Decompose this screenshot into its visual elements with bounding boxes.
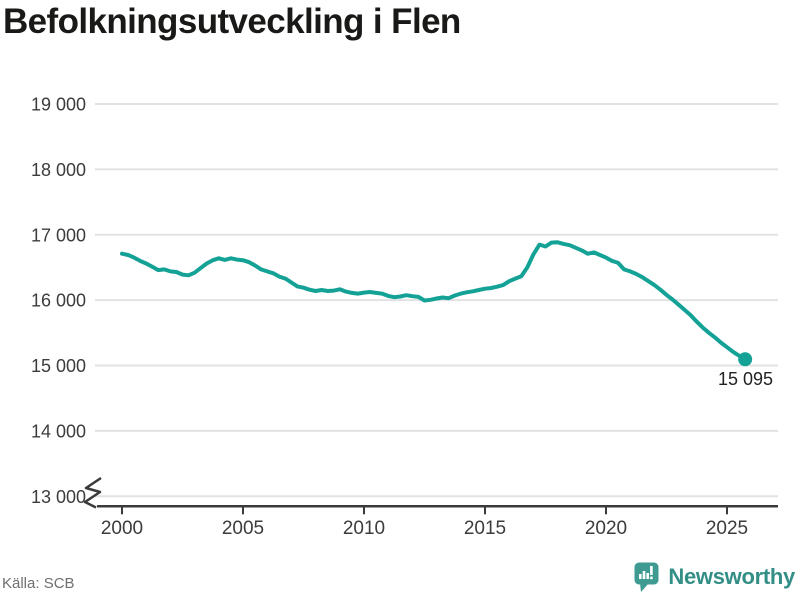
brand-logo: Newsworthy (633, 561, 795, 593)
y-axis-tick-label: 17 000 (31, 225, 86, 245)
x-axis-tick-label: 2025 (706, 518, 748, 539)
y-axis-tick-label: 16 000 (31, 291, 86, 311)
axis-break-icon (83, 476, 102, 509)
y-axis-tick-label: 13 000 (31, 487, 86, 507)
x-axis-tick-label: 2010 (343, 518, 385, 539)
brand-name: Newsworthy (668, 564, 795, 589)
newsworthy-bubble-chart-icon (634, 562, 659, 592)
x-axis-tick-label: 2015 (464, 518, 506, 539)
population-line-chart: 19 000 18 000 17 000 16 000 15 000 14 000 13 0… (31, 95, 778, 539)
end-point-marker (738, 352, 753, 367)
x-axis-tick-label: 2005 (222, 518, 264, 539)
x-axis-tick-label: 2000 (101, 518, 143, 539)
x-axis-tick-label: 2020 (585, 518, 627, 539)
y-axis-tick-label: 18 000 (31, 160, 86, 180)
y-axis-tick-label: 14 000 (31, 421, 86, 441)
end-point-value-label: 15 095 (718, 369, 773, 389)
population-line (120, 240, 748, 362)
chart-title: Befolkningsutveckling i Flen (3, 2, 461, 41)
y-axis-tick-label: 19 000 (31, 95, 86, 115)
y-axis-tick-label: 15 000 (31, 356, 86, 376)
source-label: Källa: SCB (2, 575, 75, 592)
